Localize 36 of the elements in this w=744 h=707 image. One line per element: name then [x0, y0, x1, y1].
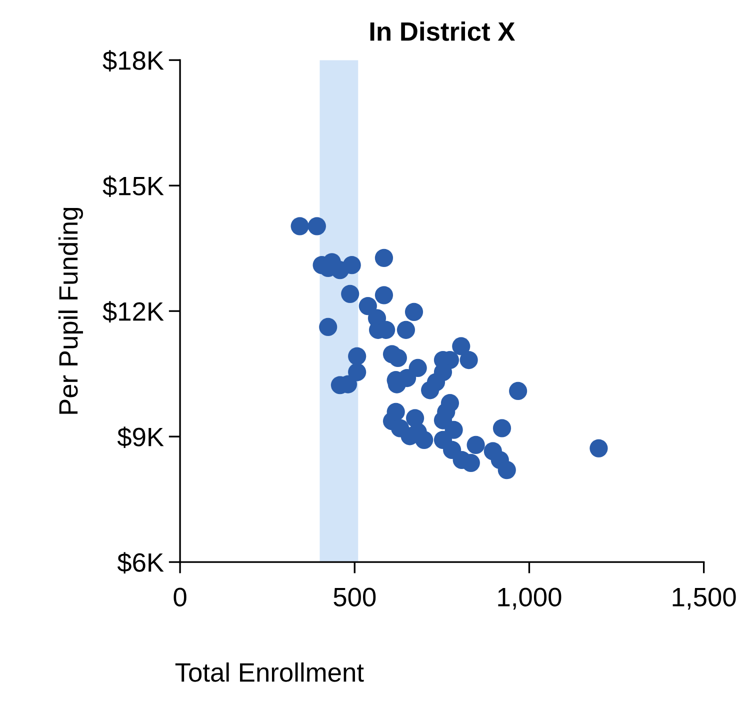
point	[421, 381, 440, 400]
point	[444, 420, 463, 439]
y-tick-label: $15K	[102, 176, 164, 197]
point	[404, 302, 424, 321]
point	[348, 363, 366, 382]
point	[290, 217, 309, 236]
point	[415, 430, 434, 449]
x-tick-label: 1,000	[498, 588, 562, 610]
point	[396, 320, 416, 339]
x-tick-label: 0	[174, 588, 186, 606]
point	[498, 460, 516, 480]
y-tick-label: $12K	[102, 301, 164, 322]
point	[374, 248, 394, 268]
point	[452, 337, 470, 356]
point	[460, 350, 478, 370]
point	[466, 436, 485, 454]
point	[408, 358, 427, 378]
y-tick-label: $18K	[102, 50, 164, 72]
point	[319, 318, 338, 336]
point	[342, 256, 361, 274]
y-axis-title: Per Pupil Funding	[58, 208, 84, 414]
x-tick-label: 500	[334, 588, 376, 606]
x-tick-label: 1,500	[672, 588, 736, 610]
y-tick-label: $6K	[117, 552, 164, 574]
point	[492, 419, 512, 438]
point	[388, 348, 407, 367]
point	[308, 217, 326, 236]
point	[374, 286, 394, 304]
y-tick-label: $9K	[117, 426, 164, 448]
point	[341, 284, 360, 303]
point	[358, 297, 377, 316]
x-axis-title: Total Enrollment	[175, 662, 364, 682]
point	[590, 439, 608, 458]
point	[509, 382, 528, 400]
chart-title: In District X	[370, 22, 516, 41]
point	[348, 347, 366, 366]
